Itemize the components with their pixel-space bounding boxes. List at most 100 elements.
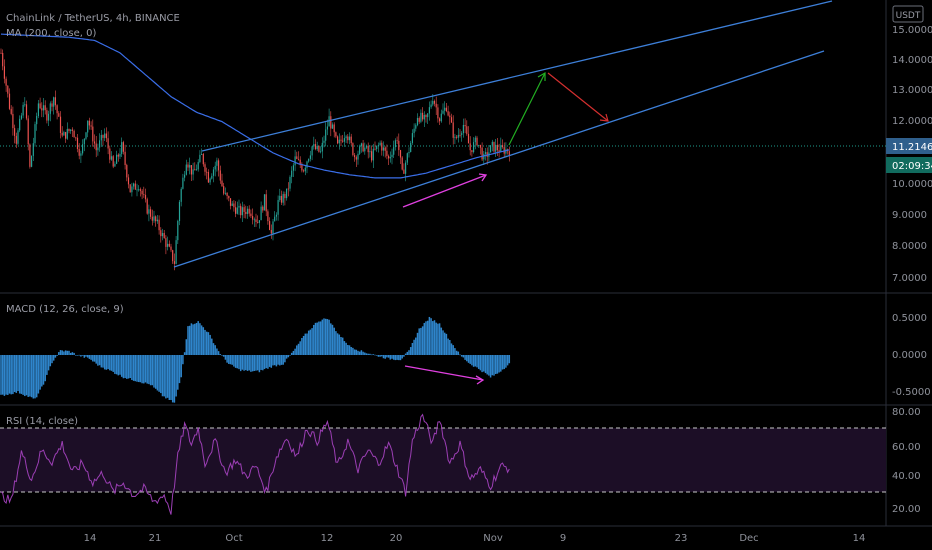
price-axis[interactable]: 15.0000 14.0000 13.0000 12.0000 10.0000 … [892,25,932,284]
time-tick: 14 [853,533,866,544]
time-axis[interactable]: 14 21 Oct 12 20 Nov 9 23 Dec 14 [84,533,866,544]
macd-bar [314,322,317,355]
macd-bar [372,354,375,355]
candle-body [204,164,206,172]
candle-body [41,108,43,111]
macd-bar [362,351,364,355]
macd-bar [309,329,312,355]
macd-bar [425,321,427,355]
macd-bar [127,355,130,379]
candle-body [31,155,33,167]
macd-bar [253,355,256,371]
macd-bar [219,354,222,355]
candle-body [175,240,177,264]
macd-bar [15,355,18,393]
candle-body [107,138,109,149]
macd-axis[interactable]: 0.5000 0.0000 -0.5000 [892,313,931,398]
macd-bar [81,355,84,356]
candle-body [428,107,430,114]
candle-body [240,205,242,216]
macd-legend: MACD (12, 26, close, 9) [6,304,124,315]
macd-bar [421,326,424,355]
candle-body [391,154,393,158]
candle-body [500,145,502,152]
macd-bar [471,355,473,366]
projection-arrow-up[interactable] [508,71,546,146]
divergence-arrow-price[interactable] [402,173,488,208]
macd-bar [474,355,477,367]
candle-body [206,171,208,173]
candle-body [490,145,492,153]
candle-body [372,148,374,161]
candle-body [408,152,410,154]
macd-bar [234,355,237,368]
macd-bar [365,353,368,355]
lower-trendline[interactable] [173,50,825,268]
candle-body [303,170,305,172]
upper-trendline[interactable] [201,0,833,152]
projection-arrow-down[interactable] [547,72,609,122]
macd-bar [148,355,150,385]
candle-body [297,158,300,160]
candle-body [134,183,136,190]
macd-bar [239,355,242,372]
macd-bar [350,347,352,355]
candle-body [184,174,186,178]
macd-bar [262,355,264,371]
macd-bar [355,349,358,355]
macd-bar [204,329,206,355]
candle-body [73,130,75,138]
macd-bar [122,355,125,379]
divergence-arrow-macd[interactable] [404,365,485,385]
candle-body [226,192,228,197]
macd-bar [260,355,262,370]
candle-body [189,165,191,168]
macd-bar [413,339,415,355]
candle-body [139,189,141,191]
candle-body [345,136,347,139]
rsi-axis[interactable]: 80.00 60.00 40.00 20.00 [892,407,921,515]
candle-body [214,165,216,170]
candle-body [34,124,36,144]
candle-body [422,112,424,120]
candle-body [481,147,483,160]
candle-body [389,157,391,159]
candle-body [195,169,198,171]
candle-body [212,169,215,176]
currency-button[interactable]: USDT [892,5,924,23]
macd-bar [214,345,216,355]
candle-body [194,169,196,171]
macd-bar [154,355,157,389]
candle-body [277,200,279,215]
macd-bar [197,321,199,355]
candle-body [114,163,116,167]
macd-bar [59,350,62,355]
macd-bar [160,355,162,394]
macd-bar [258,355,261,373]
candle-body [231,203,233,206]
macd-bar [265,355,267,369]
candle-body [388,155,390,159]
candle-body [190,165,192,175]
macd-bar [358,351,361,355]
candle-body [280,195,283,203]
candle-body [15,135,17,144]
macd-bar [381,355,383,357]
macd-bar [178,355,181,384]
candle-body [252,216,254,220]
macd-bar [454,348,456,355]
macd-bar [391,355,393,359]
candle-body [61,132,63,136]
candle-body [170,246,172,251]
macd-bar [328,319,330,355]
candle-body [85,132,87,139]
macd-bar [24,355,26,397]
macd-bar [403,355,405,357]
macd-bar [282,355,284,365]
macd-bar [112,355,114,372]
candle-body [88,120,90,126]
candle-body [110,156,113,160]
macd-bar [83,355,86,358]
macd-bar [426,320,429,355]
